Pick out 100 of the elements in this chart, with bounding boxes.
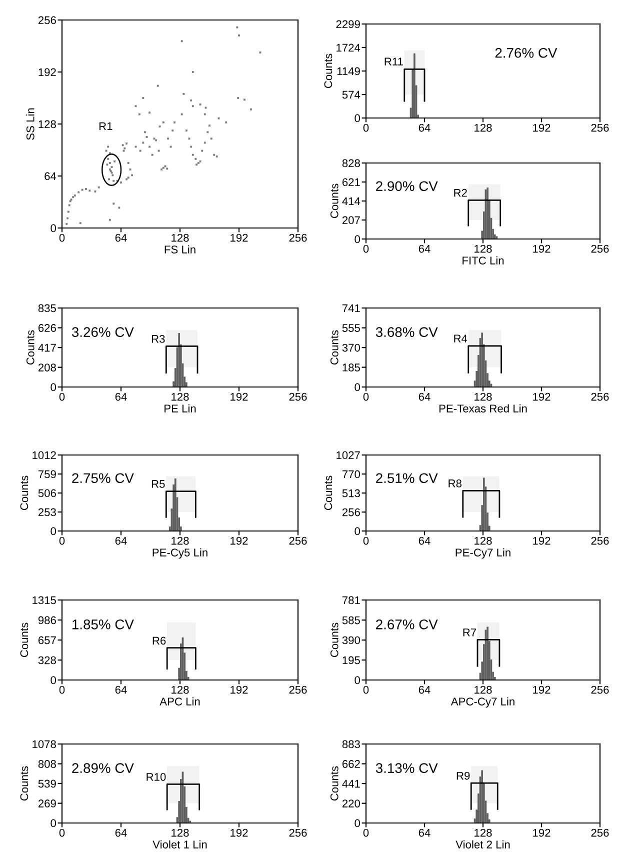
x-tick-label: 256 <box>591 686 609 694</box>
x-axis-title: PE Lin <box>164 404 196 412</box>
y-tick-label: 555 <box>342 324 360 332</box>
x-tick-label: 128 <box>172 536 189 545</box>
x-tick-label: 0 <box>363 536 369 545</box>
y-tick-label: 0 <box>50 676 56 684</box>
y-tick-label: 506 <box>38 489 56 498</box>
x-tick-label: 128 <box>474 392 492 401</box>
y-tick-label: 1724 <box>336 44 360 52</box>
x-axis-title: PE-Texas Red Lin <box>439 404 527 412</box>
y-tick-label: 0 <box>50 224 56 232</box>
y-tick-label: 185 <box>342 364 360 372</box>
y-tick-label: 626 <box>38 324 56 332</box>
y-tick-label: 828 <box>342 159 360 168</box>
band-label: R2 <box>454 188 467 197</box>
x-tick-label: 64 <box>418 828 430 837</box>
x-tick-label: 0 <box>363 244 369 253</box>
y-tick-label: 1012 <box>32 451 56 460</box>
x-tick-label: 0 <box>59 828 65 837</box>
x-tick-label: 192 <box>230 828 248 837</box>
x-tick-label: 192 <box>230 536 248 545</box>
x-tick-label: 256 <box>289 392 307 401</box>
y-tick-label: 390 <box>342 636 360 644</box>
x-axis-title: FS Lin <box>164 245 196 254</box>
y-axis-title: Counts <box>330 184 338 218</box>
x-tick-label: 128 <box>474 244 492 253</box>
x-tick-label: 0 <box>363 686 369 694</box>
x-tick-label: 256 <box>591 244 609 253</box>
annotation: 3.26% CV <box>72 327 134 338</box>
x-tick-label: 256 <box>289 828 307 837</box>
band-label: R4 <box>454 334 468 342</box>
y-tick-label: 441 <box>342 780 360 788</box>
x-tick-label: 64 <box>418 536 430 545</box>
y-tick-label: 0 <box>354 383 360 392</box>
y-axis-title: Counts <box>26 330 34 365</box>
x-tick-label: 0 <box>363 828 369 837</box>
band-label: R6 <box>152 636 166 645</box>
annotation: 2.90% CV <box>376 181 438 192</box>
y-tick-label: 0 <box>354 819 360 828</box>
annotation: 1.85% CV <box>72 619 134 630</box>
x-tick-label: 64 <box>418 392 430 401</box>
y-tick-label: 657 <box>38 636 56 644</box>
band-label: R11 <box>384 58 403 66</box>
y-tick-label: 883 <box>342 740 360 748</box>
x-tick-label: 0 <box>59 392 65 401</box>
y-tick-label: 781 <box>342 596 360 604</box>
x-tick-label: 128 <box>474 536 492 545</box>
x-tick-label: 128 <box>474 124 492 132</box>
annotation: 3.68% CV <box>376 327 438 338</box>
annotation: R1 <box>99 122 112 130</box>
annotation: 3.13% CV <box>376 763 438 774</box>
annotation: 2.75% CV <box>72 473 134 484</box>
y-tick-label: 741 <box>342 304 360 312</box>
y-tick-label: 1149 <box>337 67 360 76</box>
x-tick-label: 0 <box>59 686 65 694</box>
y-tick-label: 574 <box>342 90 360 99</box>
annotation: 2.89% CV <box>72 763 134 774</box>
x-tick-label: 192 <box>533 536 550 545</box>
y-tick-label: 195 <box>342 656 360 664</box>
x-tick-label: 256 <box>289 686 307 694</box>
y-tick-label: 414 <box>342 197 360 206</box>
y-tick-label: 207 <box>342 216 360 224</box>
y-tick-label: 192 <box>38 68 56 76</box>
annotation: 2.51% CV <box>376 473 438 484</box>
x-tick-label: 192 <box>230 686 248 694</box>
x-axis-title: Violet 1 Lin <box>152 840 207 848</box>
x-tick-label: 192 <box>533 392 550 401</box>
y-tick-label: 208 <box>38 364 56 372</box>
y-tick-label: 0 <box>354 114 360 122</box>
x-tick-label: 192 <box>533 244 550 253</box>
y-tick-label: 256 <box>342 508 360 516</box>
x-tick-label: 64 <box>115 234 127 242</box>
y-tick-label: 0 <box>50 527 56 536</box>
x-tick-label: 256 <box>591 124 609 132</box>
y-tick-label: 269 <box>38 800 56 808</box>
y-tick-label: 256 <box>38 16 56 24</box>
y-tick-label: 986 <box>38 616 56 624</box>
y-axis-title: Counts <box>324 476 332 510</box>
y-tick-label: 1078 <box>32 740 56 748</box>
x-tick-label: 256 <box>591 536 609 545</box>
annotation: 2.67% CV <box>376 619 438 630</box>
x-tick-label: 128 <box>172 686 189 694</box>
x-tick-label: 256 <box>591 392 609 401</box>
x-tick-label: 0 <box>363 392 369 401</box>
x-tick-label: 0 <box>363 124 369 132</box>
x-tick-label: 192 <box>533 828 550 837</box>
x-tick-label: 192 <box>230 392 248 401</box>
y-tick-label: 0 <box>354 676 360 684</box>
x-tick-label: 128 <box>172 828 189 837</box>
x-tick-label: 192 <box>230 234 248 242</box>
x-axis-title: Violet 2 Lin <box>456 840 510 848</box>
y-axis-title: Counts <box>20 476 28 510</box>
y-tick-label: 835 <box>38 304 56 312</box>
y-axis-title: Counts <box>20 622 28 658</box>
x-tick-label: 64 <box>115 536 127 545</box>
x-axis-title: PE-Cy7 Lin <box>456 548 510 559</box>
y-tick-label: 585 <box>342 616 360 624</box>
band-label: R9 <box>456 772 470 780</box>
y-axis-title: Counts <box>20 766 28 801</box>
y-tick-label: 64 <box>44 172 56 180</box>
